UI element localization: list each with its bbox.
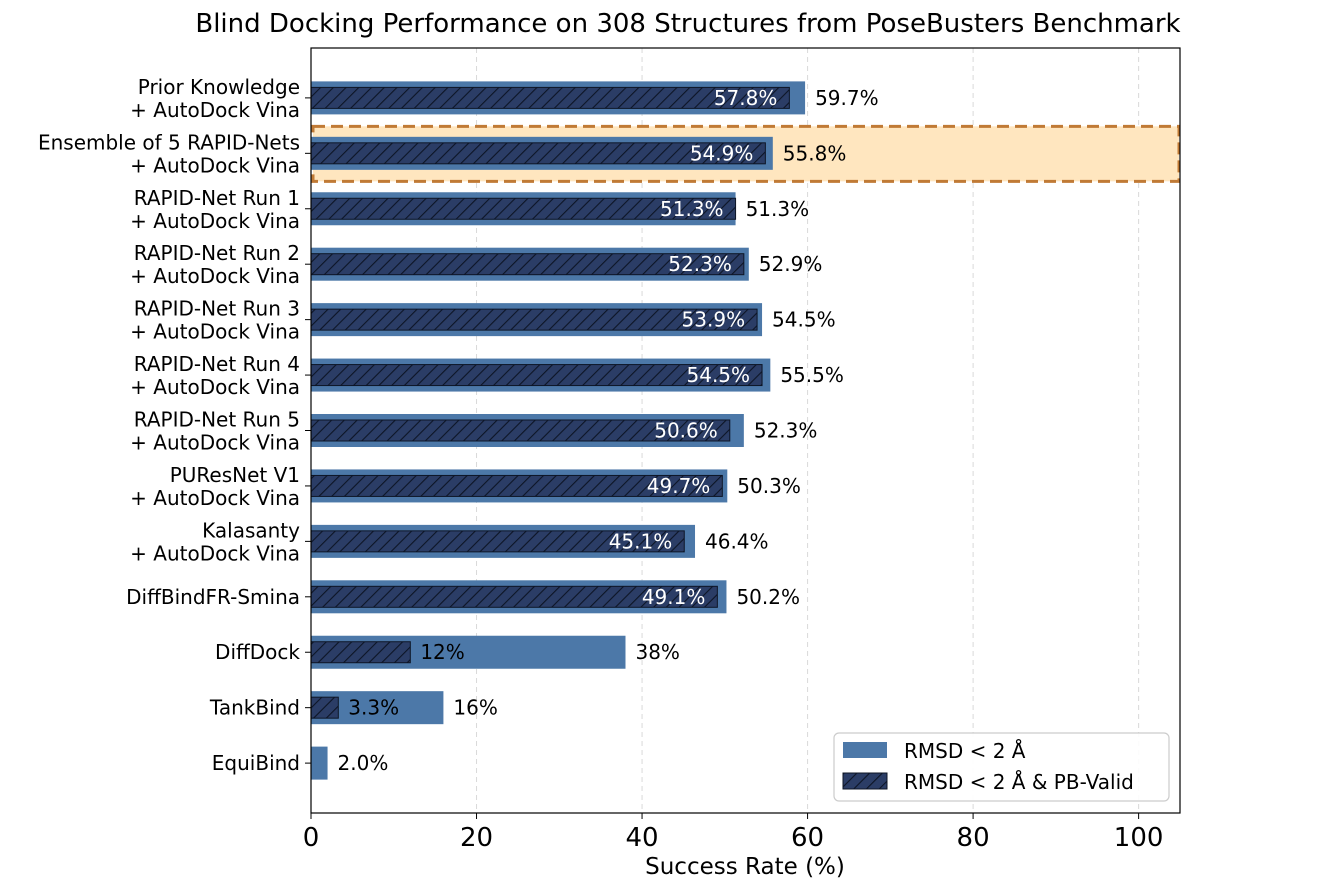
data-label-pbvalid: 49.1% xyxy=(642,585,706,609)
category-label: + AutoDock Vina xyxy=(130,431,300,455)
category-label: Kalasanty xyxy=(202,518,300,542)
category-label: + AutoDock Vina xyxy=(130,320,300,344)
category-label: DiffBindFR-Smina xyxy=(126,585,300,609)
data-label-pbvalid: 57.8% xyxy=(714,86,778,110)
x-tick-label: 40 xyxy=(626,823,659,853)
category-label: Prior Knowledge xyxy=(138,75,300,99)
data-label-rmsd: 46.4% xyxy=(705,529,769,553)
data-label-pbvalid: 54.9% xyxy=(690,141,754,165)
x-tick-label: 0 xyxy=(303,823,320,853)
data-label-pbvalid: 53.9% xyxy=(682,308,746,332)
category-label: + AutoDock Vina xyxy=(130,209,300,233)
legend-label-rmsd: RMSD < 2 Å xyxy=(904,739,1026,763)
category-label: RAPID-Net Run 5 xyxy=(134,408,300,432)
category-label: RAPID-Net Run 4 xyxy=(134,352,300,376)
category-label: + AutoDock Vina xyxy=(130,153,300,177)
data-label-rmsd: 55.8% xyxy=(783,141,847,165)
category-label: + AutoDock Vina xyxy=(130,264,300,288)
data-label-rmsd: 38% xyxy=(635,640,679,664)
data-label-rmsd: 52.9% xyxy=(759,252,823,276)
x-tick-label: 20 xyxy=(460,823,493,853)
category-label: RAPID-Net Run 2 xyxy=(134,241,300,265)
data-label-rmsd: 2.0% xyxy=(338,751,389,775)
data-label-rmsd: 50.3% xyxy=(737,474,801,498)
data-label-pbvalid: 49.7% xyxy=(647,474,711,498)
x-axis-label: Success Rate (%) xyxy=(645,854,845,880)
category-label: + AutoDock Vina xyxy=(130,375,300,399)
category-label: PUResNet V1 xyxy=(170,463,300,487)
data-label-pbvalid: 50.6% xyxy=(654,419,718,443)
category-label: + AutoDock Vina xyxy=(130,486,300,510)
category-label: Ensemble of 5 RAPID-Nets xyxy=(38,130,300,154)
legend-swatch-pbvalid xyxy=(842,772,888,790)
x-tick-label: 80 xyxy=(957,823,990,853)
bar-rmsd xyxy=(311,746,328,780)
data-label-rmsd: 16% xyxy=(453,696,497,720)
data-label-pbvalid: 51.3% xyxy=(660,197,724,221)
data-label-rmsd: 54.5% xyxy=(772,308,836,332)
data-label-rmsd: 50.2% xyxy=(736,585,800,609)
category-label: RAPID-Net Run 3 xyxy=(134,297,300,321)
data-label-rmsd: 51.3% xyxy=(746,197,810,221)
x-tick-label: 60 xyxy=(791,823,824,853)
category-label: EquiBind xyxy=(212,751,300,775)
category-label: TankBind xyxy=(209,696,300,720)
bar-rmsd-pbvalid xyxy=(310,696,339,719)
legend-swatch-rmsd xyxy=(843,742,887,758)
data-label-pbvalid: 54.5% xyxy=(687,363,751,387)
legend-box xyxy=(833,732,1170,802)
data-label-pbvalid: 52.3% xyxy=(668,252,732,276)
category-label: DiffDock xyxy=(215,640,300,664)
data-label-rmsd: 55.5% xyxy=(780,363,844,387)
legend-label-pbvalid: RMSD < 2 Å & PB-Valid xyxy=(904,770,1134,794)
data-label-rmsd: 59.7% xyxy=(815,86,879,110)
category-label: + AutoDock Vina xyxy=(130,541,300,565)
plot-frame xyxy=(310,47,1181,814)
chart-title: Blind Docking Performance on 308 Structu… xyxy=(195,9,1180,39)
data-label-pbvalid: 12% xyxy=(420,640,464,664)
data-label-rmsd: 52.3% xyxy=(754,419,818,443)
data-label-pbvalid: 3.3% xyxy=(348,696,399,720)
category-label: RAPID-Net Run 1 xyxy=(134,186,300,210)
category-label: + AutoDock Vina xyxy=(130,98,300,122)
x-tick-label: 100 xyxy=(1114,823,1164,853)
bar-rmsd-pbvalid xyxy=(310,641,411,664)
data-label-pbvalid: 45.1% xyxy=(609,529,673,553)
